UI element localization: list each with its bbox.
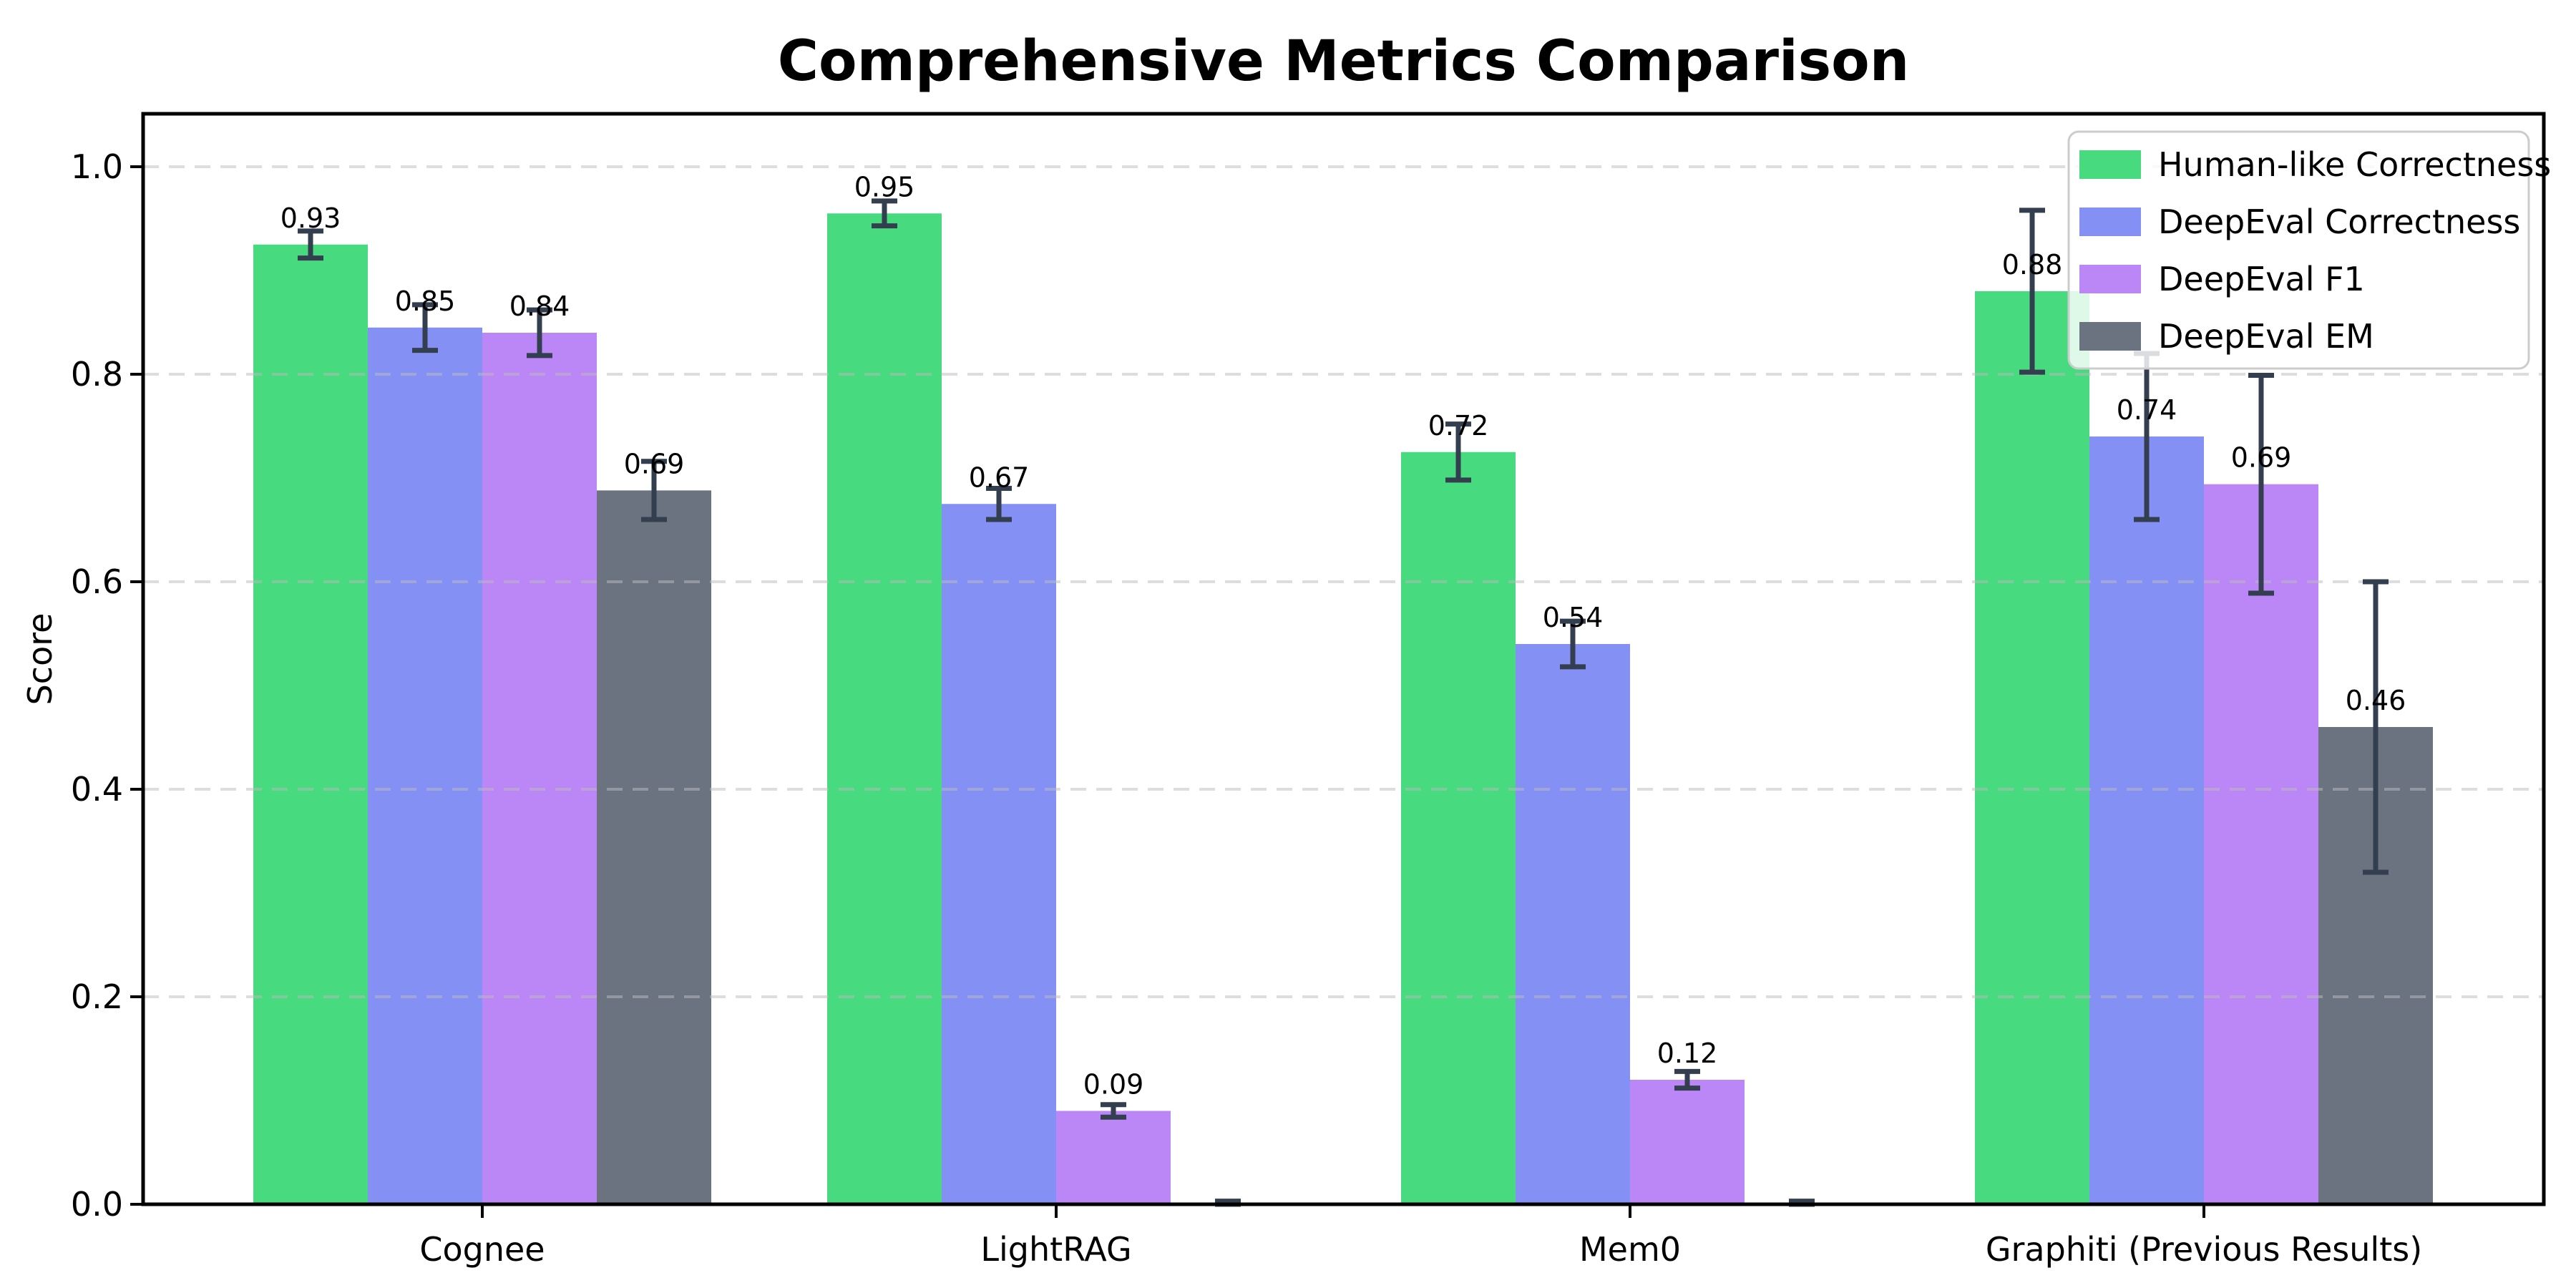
xtick-label-mem0: Mem0 [1579, 1230, 1681, 1269]
bar-cognee-human-like-correctness [253, 244, 368, 1204]
xtick-label-graphiti-previous-results: Graphiti (Previous Results) [1986, 1230, 2422, 1269]
bar-label-graphiti-previous-results-human-like-correctness: 0.88 [2002, 249, 2063, 280]
bar-mem0-deepeval-f1 [1630, 1080, 1745, 1204]
bar-label-lightrag-deepeval-correctness: 0.67 [969, 462, 1030, 493]
ytick-label-0.4: 0.4 [71, 770, 123, 809]
xtick-label-lightrag: LightRAG [980, 1230, 1131, 1269]
bar-graphiti-previous-results-deepeval-correctness [2089, 436, 2204, 1204]
legend-swatch-deepeval-correctness [2079, 208, 2141, 236]
legend-box [2067, 130, 2530, 370]
legend-swatch-human-like-correctness [2079, 150, 2141, 179]
bar-label-mem0-deepeval-correctness: 0.54 [1543, 602, 1604, 633]
ytick-label-1.0: 1.0 [71, 147, 123, 186]
bar-graphiti-previous-results-deepeval-f1 [2204, 484, 2318, 1204]
legend-label-deepeval-f1: DeepEval F1 [2158, 260, 2365, 298]
bar-label-mem0-human-like-correctness: 0.72 [1428, 410, 1489, 441]
bar-label-cognee-human-like-correctness: 0.93 [280, 203, 341, 234]
bar-graphiti-previous-results-human-like-correctness [1975, 291, 2089, 1204]
legend-label-deepeval-em: DeepEval EM [2158, 317, 2374, 356]
legend-label-human-like-correctness: Human-like Correctness [2158, 145, 2551, 184]
bar-cognee-deepeval-em [597, 490, 711, 1204]
xtick-label-cognee: Cognee [419, 1230, 545, 1269]
ytick-label-0.6: 0.6 [71, 562, 123, 601]
bar-cognee-deepeval-f1 [482, 333, 597, 1204]
bar-lightrag-deepeval-f1 [1056, 1111, 1171, 1204]
bar-lightrag-human-like-correctness [827, 213, 942, 1204]
ytick-label-0.8: 0.8 [71, 355, 123, 394]
bar-label-graphiti-previous-results-deepeval-f1: 0.69 [2231, 442, 2292, 474]
bar-label-mem0-deepeval-f1: 0.12 [1657, 1038, 1718, 1069]
bar-label-cognee-deepeval-correctness: 0.85 [395, 286, 456, 317]
bar-label-lightrag-human-like-correctness: 0.95 [854, 171, 915, 203]
bar-mem0-deepeval-correctness [1516, 644, 1630, 1204]
bar-label-lightrag-deepeval-f1: 0.09 [1083, 1069, 1144, 1101]
bar-label-graphiti-previous-results-deepeval-em: 0.46 [2346, 685, 2406, 716]
bar-mem0-human-like-correctness [1401, 452, 1516, 1204]
bar-cognee-deepeval-correctness [368, 327, 482, 1204]
bar-label-cognee-deepeval-em: 0.69 [624, 448, 685, 479]
bar-label-cognee-deepeval-f1: 0.84 [509, 291, 570, 322]
ytick-label-0.0: 0.0 [71, 1185, 123, 1224]
legend-swatch-deepeval-em [2079, 322, 2141, 351]
bar-lightrag-deepeval-correctness [942, 504, 1056, 1204]
legend-label-deepeval-correctness: DeepEval Correctness [2158, 203, 2520, 241]
bar-label-graphiti-previous-results-deepeval-correctness: 0.74 [2117, 394, 2177, 426]
chart-title: Comprehensive Metrics Comparison [778, 29, 1909, 94]
legend-swatch-deepeval-f1 [2079, 265, 2141, 293]
ytick-label-0.2: 0.2 [71, 977, 123, 1016]
plot-frame [141, 112, 2546, 1206]
y-axis-label: Score [21, 613, 59, 706]
